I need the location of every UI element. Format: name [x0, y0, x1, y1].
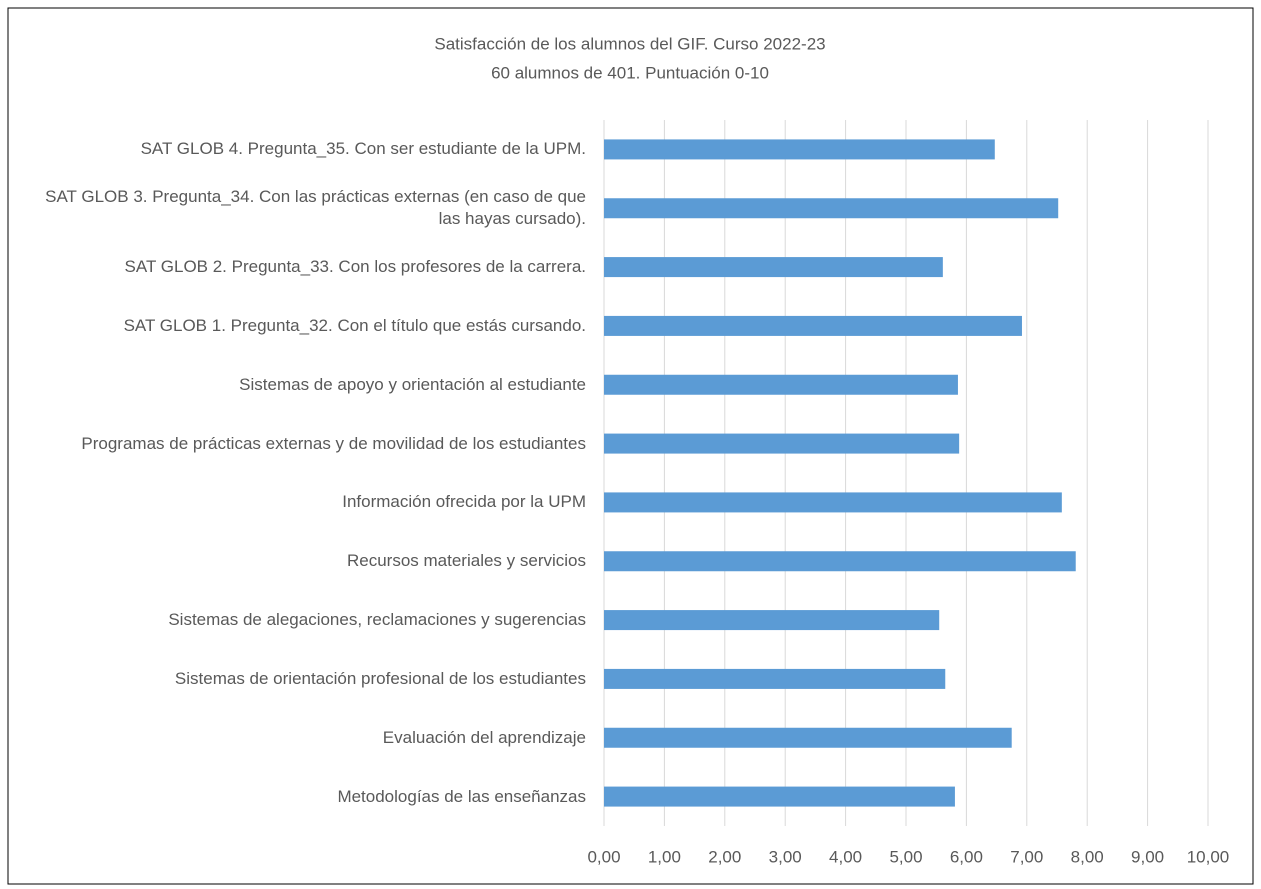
bar: [604, 198, 1059, 219]
x-tick-label: 4,00: [829, 847, 862, 866]
bar: [604, 551, 1076, 572]
chart-title: Satisfacción de los alumnos del GIF. Cur…: [434, 34, 825, 53]
x-tick-label: 9,00: [1131, 847, 1164, 866]
bar: [604, 433, 960, 454]
y-tick-label: SAT GLOB 1. Pregunta_32. Con el título q…: [123, 315, 586, 335]
y-tick-label: Información ofrecida por la UPM: [342, 492, 586, 512]
x-tick-label: 3,00: [769, 847, 802, 866]
x-tick-label: 0,00: [587, 847, 620, 866]
bar: [604, 492, 1062, 513]
bar: [604, 668, 946, 689]
bar: [604, 374, 958, 395]
x-tick-label: 1,00: [648, 847, 681, 866]
x-tick-label: 8,00: [1071, 847, 1104, 866]
bar: [604, 610, 940, 631]
x-tick-label: 6,00: [950, 847, 983, 866]
x-tick-label: 2,00: [708, 847, 741, 866]
x-tick-label: 7,00: [1010, 847, 1043, 866]
bar: [604, 257, 943, 278]
y-tick-label: Recursos materiales y servicios: [346, 551, 586, 571]
y-tick-label: Evaluación del aprendizaje: [382, 727, 586, 747]
y-tick-label: Sistemas de alegaciones, reclamaciones y…: [168, 610, 586, 630]
bar: [604, 139, 995, 160]
bar: [604, 727, 1012, 748]
x-tick-label: 10,00: [1187, 847, 1230, 866]
y-tick-label: Sistemas de apoyo y orientación al estud…: [239, 374, 586, 394]
y-tick-label: Sistemas de orientación profesional de l…: [174, 668, 586, 688]
x-tick-label: 5,00: [889, 847, 922, 866]
bar: [604, 786, 955, 807]
y-tick-label: SAT GLOB 3. Pregunta_34. Con las práctic…: [45, 187, 586, 229]
y-tick-label: SAT GLOB 2. Pregunta_33. Con los profeso…: [124, 257, 586, 277]
y-tick-label: Metodologías de las enseñanzas: [337, 786, 586, 806]
y-tick-label: SAT GLOB 4. Pregunta_35. Con ser estudia…: [140, 139, 586, 159]
y-tick-label: Programas de prácticas externas y de mov…: [81, 433, 586, 453]
chart-subtitle: 60 alumnos de 401. Puntuación 0-10: [491, 63, 769, 82]
bar: [604, 315, 1022, 336]
